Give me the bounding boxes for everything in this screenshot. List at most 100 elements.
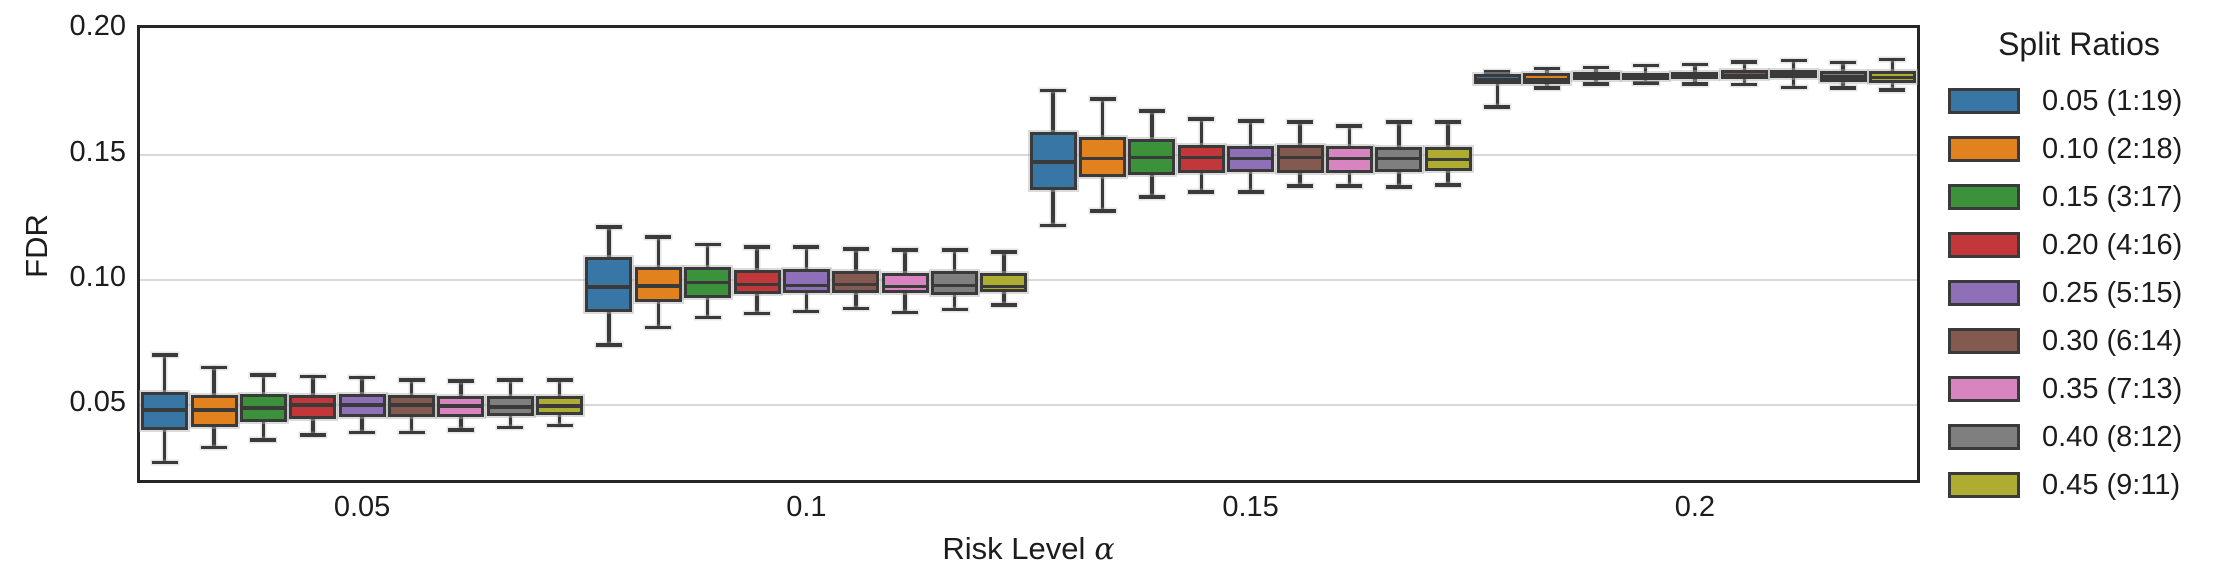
whisker-cap-lower-s2-g1 xyxy=(694,315,721,319)
whisker-cap-lower-s1-g3 xyxy=(1533,86,1560,90)
legend-row-5: 0.30 (6:14) xyxy=(1948,317,2182,365)
legend-title: Split Ratios xyxy=(1998,26,2160,62)
whisker-upper-s3-g0 xyxy=(311,376,315,395)
whisker-cap-lower-s7-g0 xyxy=(497,425,524,430)
median-line-s8-g3 xyxy=(1871,75,1913,80)
whisker-cap-lower-s6-g2 xyxy=(1336,184,1363,188)
legend-label-1: 0.10 (2:18) xyxy=(2042,132,2183,165)
whisker-lower-s6-g0 xyxy=(459,416,463,430)
legend-row-0: 0.05 (1:19) xyxy=(1948,77,2182,125)
whisker-upper-s1-g2 xyxy=(1100,99,1105,137)
x-tick-label-0.1: 0.1 xyxy=(786,491,827,523)
whisker-upper-s6-g2 xyxy=(1347,125,1352,146)
whisker-upper-s3-g1 xyxy=(755,247,759,270)
whisker-upper-s8-g2 xyxy=(1446,121,1450,148)
whisker-cap-lower-s0-g0 xyxy=(151,460,178,465)
whisker-cap-lower-s4-g2 xyxy=(1237,190,1264,194)
legend-swatch-7 xyxy=(1948,424,2020,450)
whisker-cap-lower-s3-g3 xyxy=(1632,81,1659,85)
whisker-cap-upper-s3-g3 xyxy=(1632,63,1659,68)
whisker-cap-lower-s0-g1 xyxy=(595,343,622,347)
whisker-lower-s7-g3 xyxy=(1841,82,1845,88)
whisker-cap-upper-s2-g0 xyxy=(250,373,277,377)
box-s3-g1 xyxy=(733,269,781,295)
whisker-upper-s5-g1 xyxy=(854,249,858,271)
whisker-lower-s3-g1 xyxy=(755,294,759,314)
whisker-lower-s8-g0 xyxy=(557,414,562,426)
whisker-cap-upper-s5-g2 xyxy=(1287,120,1313,124)
plot-area xyxy=(137,25,1920,483)
whisker-lower-s4-g2 xyxy=(1248,172,1253,192)
median-line-s0-g1 xyxy=(588,285,630,289)
legend-label-6: 0.35 (7:13) xyxy=(2042,372,2183,405)
whisker-cap-lower-s8-g3 xyxy=(1879,88,1906,92)
whisker-cap-lower-s8-g1 xyxy=(990,303,1017,307)
y-tick-label-0.10: 0.10 xyxy=(69,260,126,293)
whisker-upper-s2-g1 xyxy=(705,244,710,268)
whisker-lower-s7-g1 xyxy=(952,295,957,310)
median-line-s2-g2 xyxy=(1131,155,1173,160)
whisker-cap-upper-s0-g0 xyxy=(151,353,178,357)
whisker-cap-upper-s7-g2 xyxy=(1385,120,1412,124)
whisker-lower-s5-g3 xyxy=(1742,79,1746,85)
whisker-lower-s1-g2 xyxy=(1100,177,1105,211)
whisker-cap-lower-s2-g0 xyxy=(250,438,277,442)
box-s7-g1 xyxy=(931,270,978,296)
gridline-0.1 xyxy=(140,278,1917,281)
median-line-s7-g3 xyxy=(1822,75,1864,79)
box-s5-g1 xyxy=(832,270,880,294)
whisker-upper-s8-g1 xyxy=(1002,252,1006,273)
whisker-lower-s6-g1 xyxy=(903,293,907,313)
whisker-lower-s1-g0 xyxy=(212,427,216,448)
whisker-cap-lower-s1-g0 xyxy=(201,445,227,450)
whisker-upper-s3-g2 xyxy=(1199,118,1203,145)
legend-swatch-2 xyxy=(1948,184,2020,210)
whisker-upper-s5-g2 xyxy=(1298,121,1302,145)
whisker-upper-s0-g2 xyxy=(1051,90,1055,132)
median-line-s6-g0 xyxy=(440,404,482,408)
whisker-upper-s4-g3 xyxy=(1693,64,1697,73)
legend-label-3: 0.20 (4:16) xyxy=(2042,228,2183,261)
whisker-cap-lower-s7-g1 xyxy=(941,307,968,311)
whisker-cap-upper-s7-g3 xyxy=(1830,60,1856,65)
whisker-upper-s7-g1 xyxy=(952,250,957,271)
whisker-cap-upper-s1-g0 xyxy=(201,365,227,370)
median-line-s1-g3 xyxy=(1526,77,1568,82)
whisker-upper-s4-g0 xyxy=(360,377,364,395)
whisker-cap-lower-s3-g0 xyxy=(299,433,326,437)
legend-row-6: 0.35 (7:13) xyxy=(1948,365,2182,413)
whisker-cap-lower-s7-g3 xyxy=(1830,86,1856,90)
whisker-cap-upper-s2-g3 xyxy=(1583,65,1610,70)
whisker-cap-upper-s8-g3 xyxy=(1879,57,1906,62)
whisker-cap-upper-s6-g2 xyxy=(1336,124,1363,128)
x-tick-label-0.2: 0.2 xyxy=(1674,491,1716,523)
whisker-upper-s6-g0 xyxy=(459,381,463,397)
median-line-s0-g3 xyxy=(1476,77,1518,82)
whisker-cap-upper-s0-g3 xyxy=(1484,70,1511,74)
whisker-lower-s2-g1 xyxy=(705,298,710,318)
legend-label-0: 0.05 (1:19) xyxy=(2042,84,2183,117)
legend-swatch-4 xyxy=(1948,280,2020,306)
y-tick-label-0.20: 0.20 xyxy=(69,10,126,43)
whisker-cap-upper-s7-g1 xyxy=(941,248,968,252)
legend-row-1: 0.10 (2:18) xyxy=(1948,125,2182,173)
whisker-upper-s0-g1 xyxy=(607,227,611,258)
whisker-lower-s5-g2 xyxy=(1298,173,1302,186)
whisker-upper-s1-g3 xyxy=(1545,68,1549,74)
whisker-cap-lower-s8-g0 xyxy=(546,423,573,428)
whisker-lower-s2-g0 xyxy=(261,422,266,440)
whisker-cap-lower-s1-g2 xyxy=(1089,209,1116,213)
whisker-cap-lower-s7-g2 xyxy=(1385,185,1412,189)
whisker-cap-lower-s5-g0 xyxy=(398,430,425,435)
whisker-lower-s6-g2 xyxy=(1347,173,1352,186)
whisker-upper-s1-g0 xyxy=(212,367,216,395)
median-line-s0-g2 xyxy=(1032,160,1074,164)
whisker-cap-lower-s6-g0 xyxy=(447,428,474,432)
whisker-upper-s4-g2 xyxy=(1248,120,1253,146)
legend-label-5: 0.30 (6:14) xyxy=(2042,324,2183,357)
legend-swatch-1 xyxy=(1948,136,2020,162)
whisker-lower-s0-g2 xyxy=(1051,190,1055,226)
whisker-lower-s3-g0 xyxy=(311,418,315,435)
whisker-cap-upper-s8-g0 xyxy=(546,378,573,382)
